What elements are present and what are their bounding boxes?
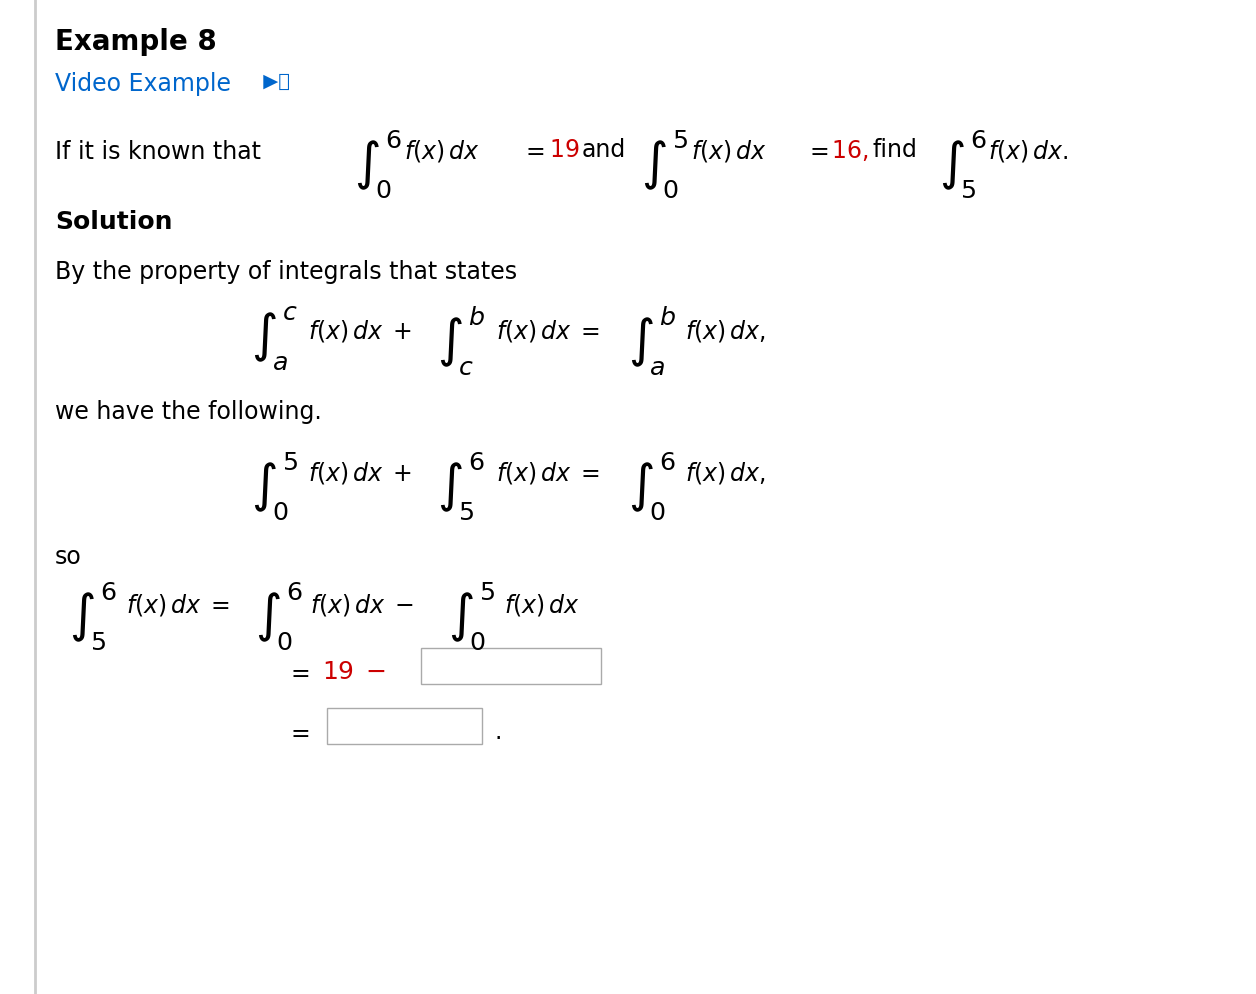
Text: $f(x)\,dx\;+$: $f(x)\,dx\;+$ <box>308 460 412 486</box>
Text: $\int_{\!a}^{b}$: $\int_{\!a}^{b}$ <box>628 305 676 378</box>
Text: $f(x)\,dx.$: $f(x)\,dx.$ <box>988 138 1069 164</box>
Text: $\int_{\!0}^{6}$: $\int_{\!0}^{6}$ <box>255 580 303 651</box>
Text: find: find <box>873 138 918 162</box>
Text: $f(x)\,dx\;=$: $f(x)\,dx\;=$ <box>496 460 600 486</box>
Text: Solution: Solution <box>55 210 172 234</box>
Text: $f(x)\,dx\;+$: $f(x)\,dx\;+$ <box>308 318 412 344</box>
Text: so: so <box>55 545 82 569</box>
Text: $f(x)\,dx,$: $f(x)\,dx,$ <box>685 460 765 486</box>
Text: By the property of integrals that states: By the property of integrals that states <box>55 260 517 284</box>
Text: $\int_{\!0}^{5}$: $\int_{\!0}^{5}$ <box>448 580 496 651</box>
Text: $16,$: $16,$ <box>831 138 869 163</box>
FancyBboxPatch shape <box>421 648 600 684</box>
Text: $f(x)\,dx$: $f(x)\,dx$ <box>404 138 480 164</box>
Text: $f(x)\,dx\;-$: $f(x)\,dx\;-$ <box>310 592 414 618</box>
Text: $f(x)\,dx$: $f(x)\,dx$ <box>691 138 766 164</box>
Text: and: and <box>582 138 625 162</box>
Text: $\int_{\!5}^{6}$: $\int_{\!5}^{6}$ <box>69 580 117 651</box>
Text: $\int_{\!5}^{6}$: $\int_{\!5}^{6}$ <box>437 450 485 522</box>
Text: $\int_{\!0}^{5}$: $\int_{\!0}^{5}$ <box>641 128 688 200</box>
Text: $f(x)\,dx,$: $f(x)\,dx,$ <box>685 318 765 344</box>
Text: $=$: $=$ <box>805 138 829 162</box>
Text: Example 8: Example 8 <box>55 28 217 56</box>
Text: $\int_{\!5}^{6}$: $\int_{\!5}^{6}$ <box>939 128 987 200</box>
Text: $.$: $.$ <box>494 720 500 744</box>
Text: Video Example: Video Example <box>55 72 231 96</box>
Text: $=$: $=$ <box>286 720 310 744</box>
Text: we have the following.: we have the following. <box>55 400 322 424</box>
Text: $=$: $=$ <box>521 138 545 162</box>
Text: $f(x)\,dx\;=$: $f(x)\,dx\;=$ <box>126 592 230 618</box>
Text: ▶⧗: ▶⧗ <box>257 72 290 91</box>
Text: $\int_{\!0}^{6}$: $\int_{\!0}^{6}$ <box>628 450 676 522</box>
Text: $=$: $=$ <box>286 660 310 684</box>
Text: $\int_{\!a}^{c}$: $\int_{\!a}^{c}$ <box>251 305 298 373</box>
Text: $19$: $19$ <box>549 138 579 162</box>
Text: If it is known that: If it is known that <box>55 140 261 164</box>
Text: $\int_{\!0}^{5}$: $\int_{\!0}^{5}$ <box>251 450 299 522</box>
Text: $\int_{\!0}^{6}$: $\int_{\!0}^{6}$ <box>354 128 402 200</box>
FancyBboxPatch shape <box>327 708 481 744</box>
Text: $f(x)\,dx$: $f(x)\,dx$ <box>504 592 579 618</box>
Text: $19\;-$: $19\;-$ <box>322 660 386 684</box>
Text: $\int_{\!c}^{b}$: $\int_{\!c}^{b}$ <box>437 305 485 378</box>
Text: $f(x)\,dx\;=$: $f(x)\,dx\;=$ <box>496 318 600 344</box>
